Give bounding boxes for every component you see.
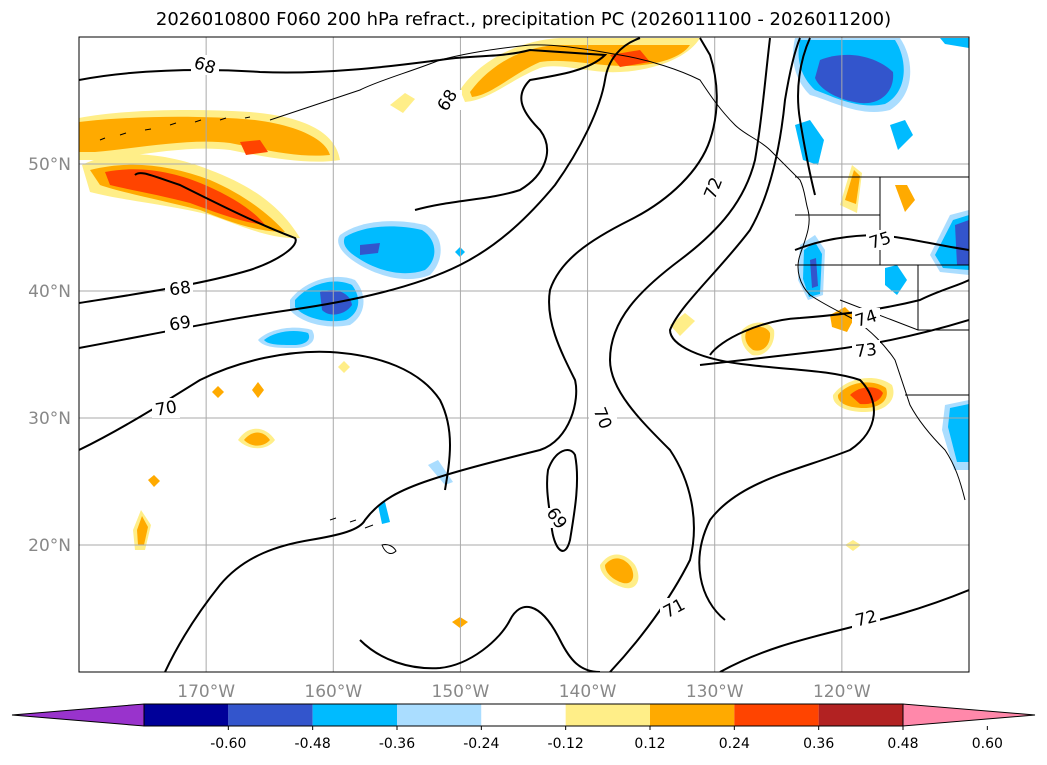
precip-positive-area bbox=[670, 313, 695, 336]
contour-line bbox=[79, 48, 608, 211]
colorbar-label: -0.60 bbox=[210, 736, 246, 752]
colorbar-segment bbox=[397, 704, 482, 726]
colorbar-segment bbox=[481, 704, 566, 726]
colorbar bbox=[11, 703, 1036, 727]
precip-positive-area bbox=[895, 185, 915, 212]
precip-negative-area bbox=[955, 220, 969, 265]
precip-negative-area bbox=[815, 54, 894, 104]
colorbar-labels: -0.60 -0.48 -0.36 -0.24 -0.12 0.12 0.24 0.36 0.4… bbox=[210, 726, 1003, 752]
contour-line bbox=[608, 37, 771, 672]
contour-label: 69 bbox=[168, 312, 193, 335]
longitude-label: 170°W bbox=[177, 682, 235, 702]
hawaii-islands bbox=[329, 517, 397, 554]
contour-line bbox=[719, 589, 969, 672]
contour-line bbox=[709, 279, 969, 356]
coastlines bbox=[99, 44, 969, 554]
precip-positive-area bbox=[845, 170, 860, 204]
precip-negative-area bbox=[343, 226, 435, 274]
latitude-label: 20°N bbox=[28, 536, 71, 556]
aleutian-islands bbox=[99, 116, 251, 141]
colorbar-label: 0.24 bbox=[719, 736, 750, 752]
contour-label-group: 68 68 68 69 70 70 69 71 72 72 73 74 75 bbox=[152, 53, 894, 631]
precip-negative-area bbox=[940, 38, 969, 48]
contour-line bbox=[699, 319, 969, 366]
colorbar-label: -0.36 bbox=[379, 736, 415, 752]
contour-line bbox=[359, 605, 601, 672]
precip-negative-area bbox=[378, 502, 390, 524]
longitude-label: 160°W bbox=[304, 682, 362, 702]
refractivity-contours bbox=[79, 37, 969, 672]
colorbar-outline bbox=[143, 703, 904, 727]
alaska-coastline bbox=[269, 44, 809, 211]
precip-positive-area bbox=[212, 386, 224, 398]
precip-negative-area bbox=[360, 243, 380, 255]
colorbar-segment bbox=[818, 704, 903, 726]
precip-positive-area bbox=[338, 361, 350, 373]
state-border bbox=[795, 177, 969, 331]
contour-line bbox=[164, 37, 718, 672]
colorbar-label: 0.36 bbox=[803, 736, 834, 752]
colorbar-label: -0.24 bbox=[463, 736, 499, 752]
longitude-label: 120°W bbox=[813, 682, 871, 702]
precip-negative-area bbox=[890, 120, 913, 150]
colorbar-extend-low bbox=[11, 703, 145, 727]
contour-line bbox=[668, 37, 875, 621]
contour-line bbox=[79, 37, 641, 349]
gridlines bbox=[79, 37, 969, 672]
colorbar-extend-high bbox=[902, 703, 1036, 727]
precip-positive-area bbox=[390, 93, 415, 113]
map-frame bbox=[78, 36, 970, 673]
latitude-labels: 50°N 40°N 30°N 20°N bbox=[28, 155, 71, 556]
precip-positive-area bbox=[610, 50, 650, 67]
colorbar-label: 0.60 bbox=[972, 736, 1003, 752]
latitude-label: 50°N bbox=[28, 155, 71, 175]
contour-label: 70 bbox=[154, 397, 179, 420]
latitude-label: 30°N bbox=[28, 409, 71, 429]
precip-positive-area bbox=[745, 326, 771, 351]
precip-positive-area bbox=[79, 116, 330, 156]
north-america-coastline bbox=[797, 209, 966, 501]
colorbar-segment bbox=[734, 704, 819, 726]
precip-positive-area bbox=[850, 387, 883, 405]
contour-label: 73 bbox=[854, 340, 878, 362]
precip-negative-area bbox=[264, 331, 310, 345]
precip-positive-area bbox=[252, 382, 264, 398]
map-title: 2026010800 F060 200 hPa refract., precip… bbox=[155, 9, 892, 30]
precip-positive-area bbox=[240, 140, 268, 155]
contour-line bbox=[797, 37, 816, 196]
precip-positive-area bbox=[105, 169, 265, 225]
contour-label: 68 bbox=[168, 278, 192, 301]
longitude-label: 140°W bbox=[559, 682, 617, 702]
longitude-label: 130°W bbox=[686, 682, 744, 702]
longitude-label: 150°W bbox=[432, 682, 490, 702]
colorbar-segment bbox=[312, 704, 397, 726]
precip-positive-area bbox=[605, 558, 634, 584]
colorbar-segment bbox=[144, 704, 229, 726]
colorbar-label: 0.12 bbox=[634, 736, 665, 752]
latitude-label: 40°N bbox=[28, 282, 71, 302]
colorbar-segment bbox=[565, 704, 650, 726]
precip-negative-area bbox=[885, 265, 907, 295]
colorbar-segment bbox=[228, 704, 313, 726]
colorbar-label: 0.48 bbox=[887, 736, 918, 752]
colorbar-label: -0.12 bbox=[548, 736, 584, 752]
longitude-labels: 170°W 160°W 150°W 140°W 130°W 120°W bbox=[177, 682, 871, 702]
precip-positive-area bbox=[137, 516, 148, 545]
colorbar-segment bbox=[650, 704, 735, 726]
precip-positive-area bbox=[148, 475, 160, 487]
colorbar-label: -0.48 bbox=[295, 736, 331, 752]
precip-positive-area bbox=[244, 432, 270, 446]
